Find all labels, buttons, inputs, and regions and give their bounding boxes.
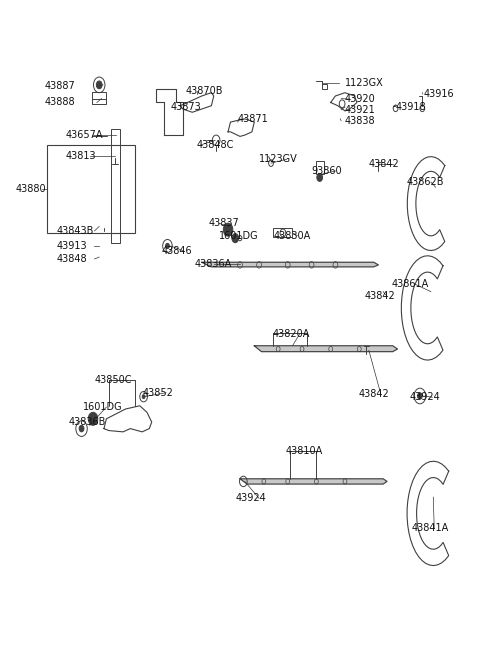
- Text: 43913: 43913: [56, 241, 87, 251]
- Text: 43850C: 43850C: [95, 375, 132, 384]
- Text: 43916: 43916: [424, 89, 455, 99]
- Polygon shape: [254, 346, 397, 352]
- Bar: [322, 84, 327, 89]
- Text: 43870B: 43870B: [185, 86, 223, 96]
- Text: 1123GV: 1123GV: [259, 154, 298, 164]
- Text: 43657A: 43657A: [66, 130, 103, 140]
- Text: 43920: 43920: [345, 94, 376, 103]
- Text: 43830A: 43830A: [274, 231, 311, 240]
- Text: 43836B: 43836B: [68, 417, 106, 427]
- Text: 43842: 43842: [369, 159, 399, 170]
- Text: 43838: 43838: [345, 116, 376, 126]
- Polygon shape: [202, 262, 378, 267]
- Text: 1123GX: 1123GX: [345, 78, 384, 88]
- Text: 43880: 43880: [16, 183, 47, 194]
- Text: 43887: 43887: [45, 81, 75, 91]
- Text: 43921: 43921: [345, 105, 376, 115]
- Bar: [274, 228, 292, 238]
- Text: 43837: 43837: [209, 218, 240, 228]
- Text: 43836A: 43836A: [195, 259, 232, 269]
- Text: 43810A: 43810A: [285, 447, 323, 457]
- Text: 43848C: 43848C: [197, 140, 234, 150]
- Circle shape: [79, 425, 84, 432]
- Text: 43888: 43888: [45, 98, 75, 107]
- Text: 43842: 43842: [364, 291, 395, 301]
- Text: 43861A: 43861A: [392, 279, 429, 289]
- Circle shape: [418, 393, 422, 400]
- Bar: [316, 161, 324, 174]
- Polygon shape: [240, 479, 387, 484]
- Circle shape: [223, 223, 233, 236]
- Circle shape: [88, 412, 98, 425]
- Circle shape: [142, 395, 145, 399]
- Text: 43842: 43842: [359, 389, 389, 399]
- Text: 43852: 43852: [142, 388, 173, 398]
- Circle shape: [166, 244, 169, 249]
- Text: 43813: 43813: [66, 151, 96, 161]
- Bar: [47, 145, 135, 233]
- Text: 43862B: 43862B: [406, 177, 444, 187]
- Circle shape: [317, 174, 323, 181]
- Text: 43873: 43873: [171, 102, 202, 112]
- Circle shape: [232, 234, 239, 243]
- Text: 1601DG: 1601DG: [83, 402, 122, 412]
- Bar: [92, 92, 107, 103]
- Text: 43820A: 43820A: [273, 329, 310, 339]
- Text: 43871: 43871: [238, 114, 268, 124]
- Text: 43924: 43924: [235, 493, 266, 504]
- Text: 43843B: 43843B: [56, 226, 94, 236]
- Text: 1601DG: 1601DG: [218, 231, 258, 240]
- Bar: [111, 128, 120, 243]
- Text: 43924: 43924: [409, 392, 440, 402]
- Circle shape: [96, 81, 102, 89]
- Text: 43841A: 43841A: [412, 523, 449, 533]
- Text: 43846: 43846: [161, 246, 192, 255]
- Text: 43848: 43848: [56, 254, 87, 264]
- Text: 93860: 93860: [312, 166, 342, 176]
- Text: 43918: 43918: [395, 102, 426, 112]
